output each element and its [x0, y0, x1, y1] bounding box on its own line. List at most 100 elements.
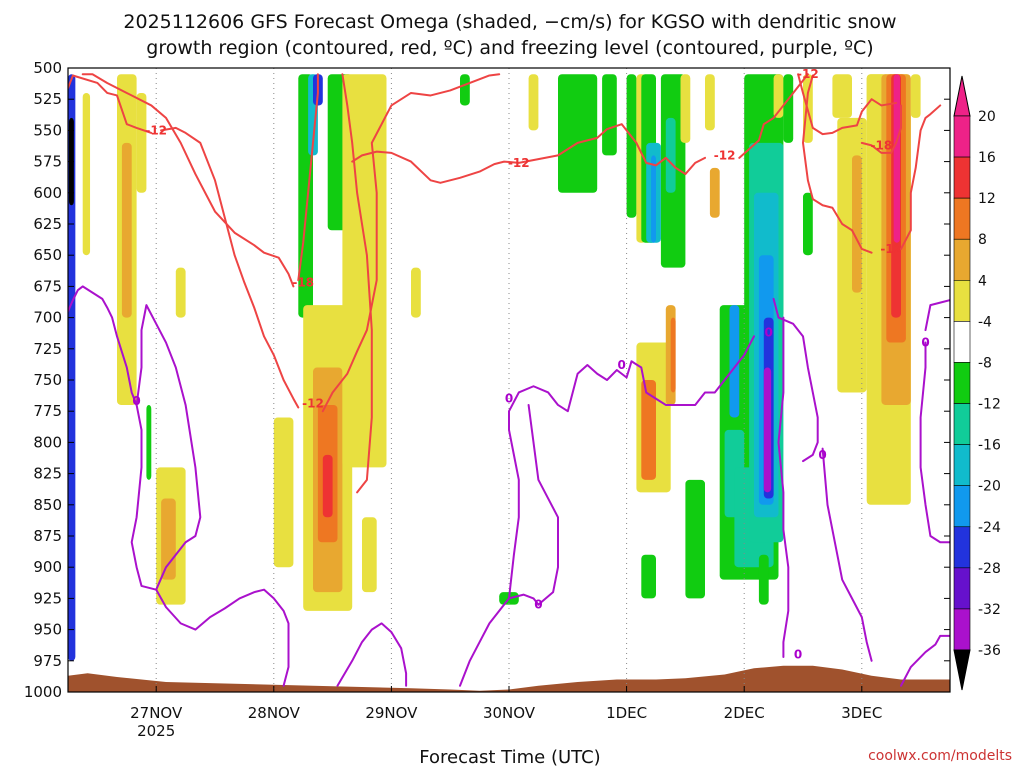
- colorbar-bin: [953, 526, 971, 569]
- y-tick-label: 975: [33, 652, 62, 670]
- terrain-layer: [68, 665, 950, 692]
- contour-label: 0: [765, 326, 773, 340]
- omega-cell: [136, 92, 147, 193]
- dgz-contour-line: [160, 126, 300, 409]
- omega-cell: [602, 74, 617, 156]
- omega-cell: [680, 74, 691, 143]
- y-tick-label: 850: [33, 496, 62, 514]
- omega-cell: [161, 498, 176, 580]
- omega-cell: [705, 74, 715, 131]
- chart-title-line1: 2025112606 GFS Forecast Omega (shaded, −…: [123, 11, 896, 33]
- omega-cell: [641, 554, 656, 599]
- colorbar-label: -36: [978, 643, 1001, 659]
- colorbar-bin: [953, 238, 971, 281]
- freezing-contour-line: [527, 403, 559, 606]
- colorbar-bin: [953, 567, 971, 610]
- colorbar-label: -4: [978, 314, 992, 330]
- colorbar-label: -32: [978, 602, 1001, 618]
- freezing-contour-line: [777, 316, 790, 659]
- chart-title-line2: growth region (contoured, red, ºC) and f…: [146, 37, 873, 59]
- dgz-contour-line: [738, 73, 809, 159]
- x-tick-label: 3DEC: [841, 704, 882, 722]
- colorbar-label: -28: [978, 561, 1001, 577]
- dgz-contour-line: [797, 73, 898, 136]
- colorbar-label: 16: [978, 150, 996, 166]
- freezing-contour-line: [772, 297, 819, 463]
- y-tick-label: 675: [33, 277, 62, 295]
- contour-label: -12: [508, 156, 530, 170]
- colorbar-bin: [953, 444, 971, 486]
- omega-cell: [175, 267, 186, 318]
- omega-cell: [729, 305, 740, 418]
- contour-label: -18: [871, 138, 893, 152]
- contour-label: 0: [505, 392, 513, 406]
- omega-cell: [273, 417, 294, 568]
- colorbar-bin: [953, 197, 971, 240]
- credit-text: coolwx.com/modelts: [868, 748, 1012, 764]
- x-tick-label: 27NOV: [130, 704, 183, 722]
- omega-cell: [763, 367, 772, 493]
- colorbar-label: 8: [978, 232, 987, 248]
- y-tick-label: 900: [33, 558, 62, 576]
- x-tick-label: 1DEC: [606, 704, 647, 722]
- freezing-contour-line: [130, 403, 158, 591]
- freezing-contour-line: [900, 634, 950, 687]
- y-tick-label: 550: [33, 121, 62, 139]
- dgz-contour-line: [860, 104, 902, 154]
- colorbar-extend-high: [953, 75, 971, 117]
- y-tick-label: 625: [33, 215, 62, 233]
- contour-label: 0: [132, 394, 140, 408]
- x-axis-title: Forecast Time (UTC): [419, 747, 600, 768]
- dgz-contour-line: [802, 74, 873, 254]
- omega-cell: [685, 479, 705, 599]
- y-tick-label: 650: [33, 246, 62, 264]
- omega-cell: [670, 317, 676, 393]
- omega-cell: [68, 74, 76, 661]
- colorbar-bin: [953, 156, 971, 199]
- omega-cell: [626, 74, 637, 218]
- y-tick-label: 575: [33, 153, 62, 171]
- y-axis-ticks: 500 525 550 575 600 625 650 675 700 725 750 775 800 8…: [24, 59, 950, 701]
- omega-cell: [893, 74, 901, 243]
- omega-cell: [146, 404, 152, 480]
- x-tick-label: 2DEC: [724, 704, 765, 722]
- x-tick-label: 28NOV: [248, 704, 301, 722]
- contour-label: 0: [921, 336, 929, 350]
- omega-cell: [342, 74, 387, 468]
- dendritic-growth-contours: [68, 73, 942, 494]
- omega-cell: [852, 155, 862, 293]
- colorbar-bin: [953, 362, 971, 404]
- omega-cell: [322, 454, 333, 518]
- contour-label: -12: [302, 397, 324, 411]
- y-tick-label: 825: [33, 465, 62, 483]
- contour-label: -12: [880, 242, 902, 256]
- omega-cell: [121, 142, 132, 318]
- x-tick-sublabel: 2025: [137, 722, 175, 740]
- freezing-contour-line: [459, 593, 540, 687]
- dgz-contour-line: [900, 104, 942, 250]
- colorbar-label: -12: [978, 397, 1001, 413]
- omega-cell: [411, 267, 421, 318]
- colorbar-bin: [953, 321, 971, 363]
- contour-label: -12: [145, 123, 167, 137]
- contour-label: 0: [818, 448, 826, 462]
- freezing-contour-line: [919, 341, 950, 544]
- terrain-fill: [68, 665, 950, 692]
- colorbar-extend-low: [953, 649, 971, 691]
- y-tick-label: 525: [33, 90, 62, 108]
- contour-label: 0: [618, 358, 626, 372]
- freezing-contour-line: [336, 622, 408, 687]
- omega-cell: [783, 74, 794, 143]
- omega-cell: [910, 74, 921, 118]
- omega-cell: [362, 517, 377, 593]
- freezing-level-contours: [68, 285, 950, 687]
- omega-cell: [758, 554, 769, 605]
- omega-cell: [832, 74, 852, 118]
- x-tick-label: 30NOV: [483, 704, 536, 722]
- colorbar: 20 16 12 8 4 -4 -8 -12 -16 -20 -24 -28 -32 -36: [953, 75, 1001, 691]
- freezing-contour-line: [821, 447, 873, 662]
- colorbar-label: 4: [978, 273, 987, 289]
- y-tick-label: 875: [33, 527, 62, 545]
